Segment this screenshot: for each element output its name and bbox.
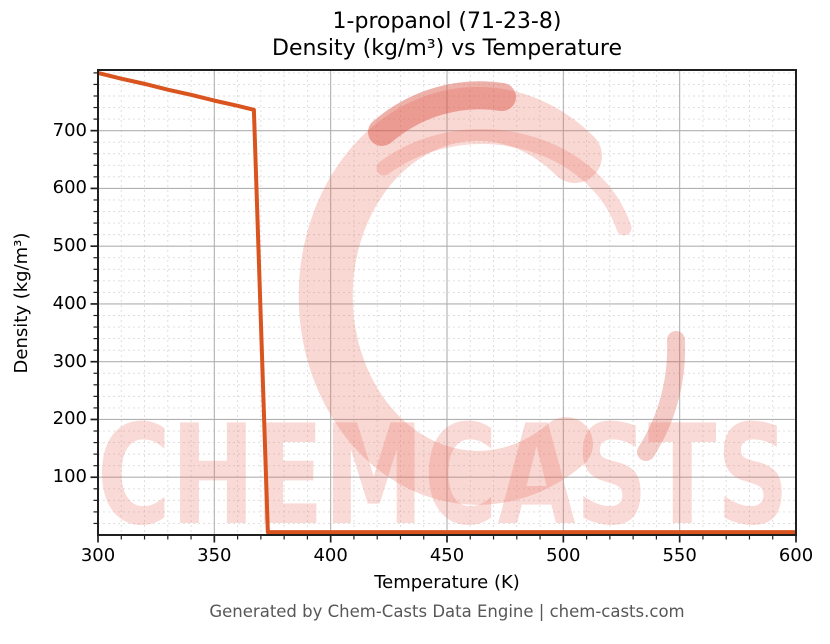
density-curve [97,70,796,535]
y-tick-label: 100 [52,466,87,488]
x-axis-label: Temperature (K) [374,572,520,593]
logo-c-top-accent [368,81,516,146]
logo-c-inner-arc [376,129,632,236]
x-tick-label: 350 [197,545,232,566]
x-tick-label: 450 [429,545,465,566]
footer-attribution: Generated by Chem-Casts Data Engine | ch… [209,602,685,621]
chemcasts-logo [298,81,686,505]
x-tick-label: 300 [80,545,116,566]
y-tick-label: 600 [52,177,87,199]
x-tick-label: 600 [778,545,814,566]
watermark-text: CHEMCASTS [97,395,789,556]
x-tick-label: 400 [313,545,348,566]
logo-c-main-arc [298,86,602,505]
y-tick-label: 300 [52,350,87,372]
y-tick-label: 700 [52,119,87,141]
x-tick-label: 550 [662,545,697,566]
y-tick-label: 400 [52,292,87,314]
x-tick-label: 500 [546,545,581,566]
chart-title-line2: Density (kg/m³) vs Temperature [272,36,622,61]
y-tick-label: 200 [52,408,87,430]
logo-c-tail-accent [637,331,686,461]
y-tick-label: 500 [52,235,87,257]
chart-title-line1: 1-propanol (71-23-8) [332,9,562,34]
